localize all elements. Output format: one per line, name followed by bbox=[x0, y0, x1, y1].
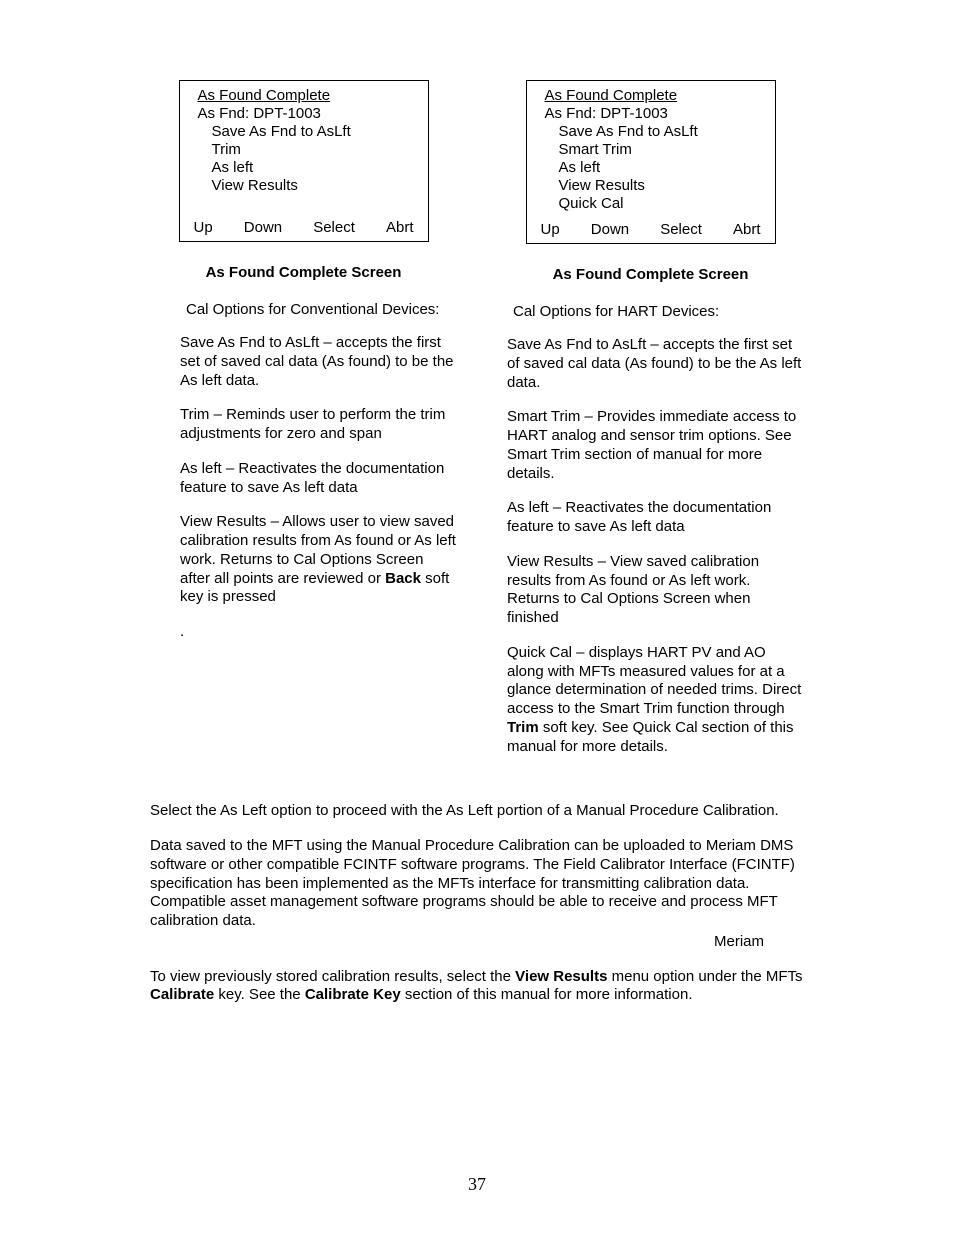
softkey-label: Abrt bbox=[733, 221, 761, 239]
description-paragraph: As left – Reactivates the documentation … bbox=[180, 460, 457, 498]
screen-softkeys: Up Down Select Abrt bbox=[190, 219, 418, 237]
description-block: Save As Fnd to AsLft – accepts the first… bbox=[180, 334, 457, 642]
screen-softkeys: Up Down Select Abrt bbox=[537, 221, 765, 239]
screen-menu-item: Smart Trim bbox=[559, 141, 765, 159]
screen-title: As Found Complete bbox=[198, 87, 418, 105]
right-column: As Found Complete As Fnd: DPT-1003 Save … bbox=[497, 80, 804, 772]
description-paragraph: Quick Cal – displays HART PV and AO alon… bbox=[507, 644, 804, 757]
text-run: To view previously stored calibration re… bbox=[150, 968, 515, 985]
text-run: Quick Cal – displays HART PV and AO alon… bbox=[507, 644, 801, 717]
softkey-label: Up bbox=[541, 221, 560, 239]
screen-box-right: As Found Complete As Fnd: DPT-1003 Save … bbox=[526, 80, 776, 244]
screen-menu-item: View Results bbox=[559, 177, 765, 195]
description-paragraph: View Results – View saved calibration re… bbox=[507, 553, 804, 628]
description-block: Save As Fnd to AsLft – accepts the first… bbox=[507, 336, 804, 756]
softkey-label: Abrt bbox=[386, 219, 414, 237]
screen-subtitle: As Fnd: DPT-1003 bbox=[545, 105, 765, 123]
screen-caption: As Found Complete Screen bbox=[497, 266, 804, 283]
bold-text: Back bbox=[385, 570, 421, 587]
bold-text: Trim bbox=[507, 719, 539, 736]
screen-menu-item: Quick Cal bbox=[559, 195, 765, 213]
text-run: soft key. See Quick Cal section of this … bbox=[507, 719, 794, 755]
softkey-label: Down bbox=[244, 219, 282, 237]
screen-menu-item: Save As Fnd to AsLft bbox=[559, 123, 765, 141]
description-paragraph: Trim – Reminds user to perform the trim … bbox=[180, 406, 457, 444]
screen-title: As Found Complete bbox=[545, 87, 765, 105]
body-paragraph: Select the As Left option to proceed wit… bbox=[150, 802, 804, 821]
left-column: As Found Complete As Fnd: DPT-1003 Save … bbox=[150, 80, 457, 772]
bold-text: View Results bbox=[515, 968, 607, 985]
softkey-label: Down bbox=[591, 221, 629, 239]
text-run: key. See the bbox=[214, 986, 305, 1003]
softkey-label: Select bbox=[660, 221, 702, 239]
document-page: As Found Complete As Fnd: DPT-1003 Save … bbox=[0, 0, 954, 1235]
screen-menu-item: As left bbox=[212, 159, 418, 177]
body-paragraph: Data saved to the MFT using the Manual P… bbox=[150, 837, 804, 931]
description-paragraph: Smart Trim – Provides immediate access t… bbox=[507, 408, 804, 483]
sub-caption: Cal Options for Conventional Devices: bbox=[186, 301, 457, 318]
softkey-label: Up bbox=[194, 219, 213, 237]
description-paragraph: . bbox=[180, 623, 457, 642]
screen-menu-item: Trim bbox=[212, 141, 418, 159]
bottom-text-block: Select the As Left option to proceed wit… bbox=[150, 802, 804, 1005]
screen-menu-item: View Results bbox=[212, 177, 418, 195]
screen-menu-item: As left bbox=[559, 159, 765, 177]
description-paragraph: As left – Reactivates the documentation … bbox=[507, 499, 804, 537]
brand-label: Meriam bbox=[150, 933, 764, 952]
screen-subtitle: As Fnd: DPT-1003 bbox=[198, 105, 418, 123]
text-run: menu option under the MFTs bbox=[607, 968, 802, 985]
softkey-label: Select bbox=[313, 219, 355, 237]
two-column-layout: As Found Complete As Fnd: DPT-1003 Save … bbox=[150, 80, 804, 772]
sub-caption: Cal Options for HART Devices: bbox=[513, 303, 804, 320]
description-paragraph: Save As Fnd to AsLft – accepts the first… bbox=[180, 334, 457, 390]
screen-caption: As Found Complete Screen bbox=[150, 264, 457, 281]
screen-box-left: As Found Complete As Fnd: DPT-1003 Save … bbox=[179, 80, 429, 242]
screen-menu-item: Save As Fnd to AsLft bbox=[212, 123, 418, 141]
text-run: section of this manual for more informat… bbox=[401, 986, 693, 1003]
body-paragraph: To view previously stored calibration re… bbox=[150, 968, 804, 1006]
page-number: 37 bbox=[0, 1174, 954, 1195]
bold-text: Calibrate bbox=[150, 986, 214, 1003]
bold-text: Calibrate Key bbox=[305, 986, 401, 1003]
description-paragraph: View Results – Allows user to view saved… bbox=[180, 513, 457, 607]
description-paragraph: Save As Fnd to AsLft – accepts the first… bbox=[507, 336, 804, 392]
